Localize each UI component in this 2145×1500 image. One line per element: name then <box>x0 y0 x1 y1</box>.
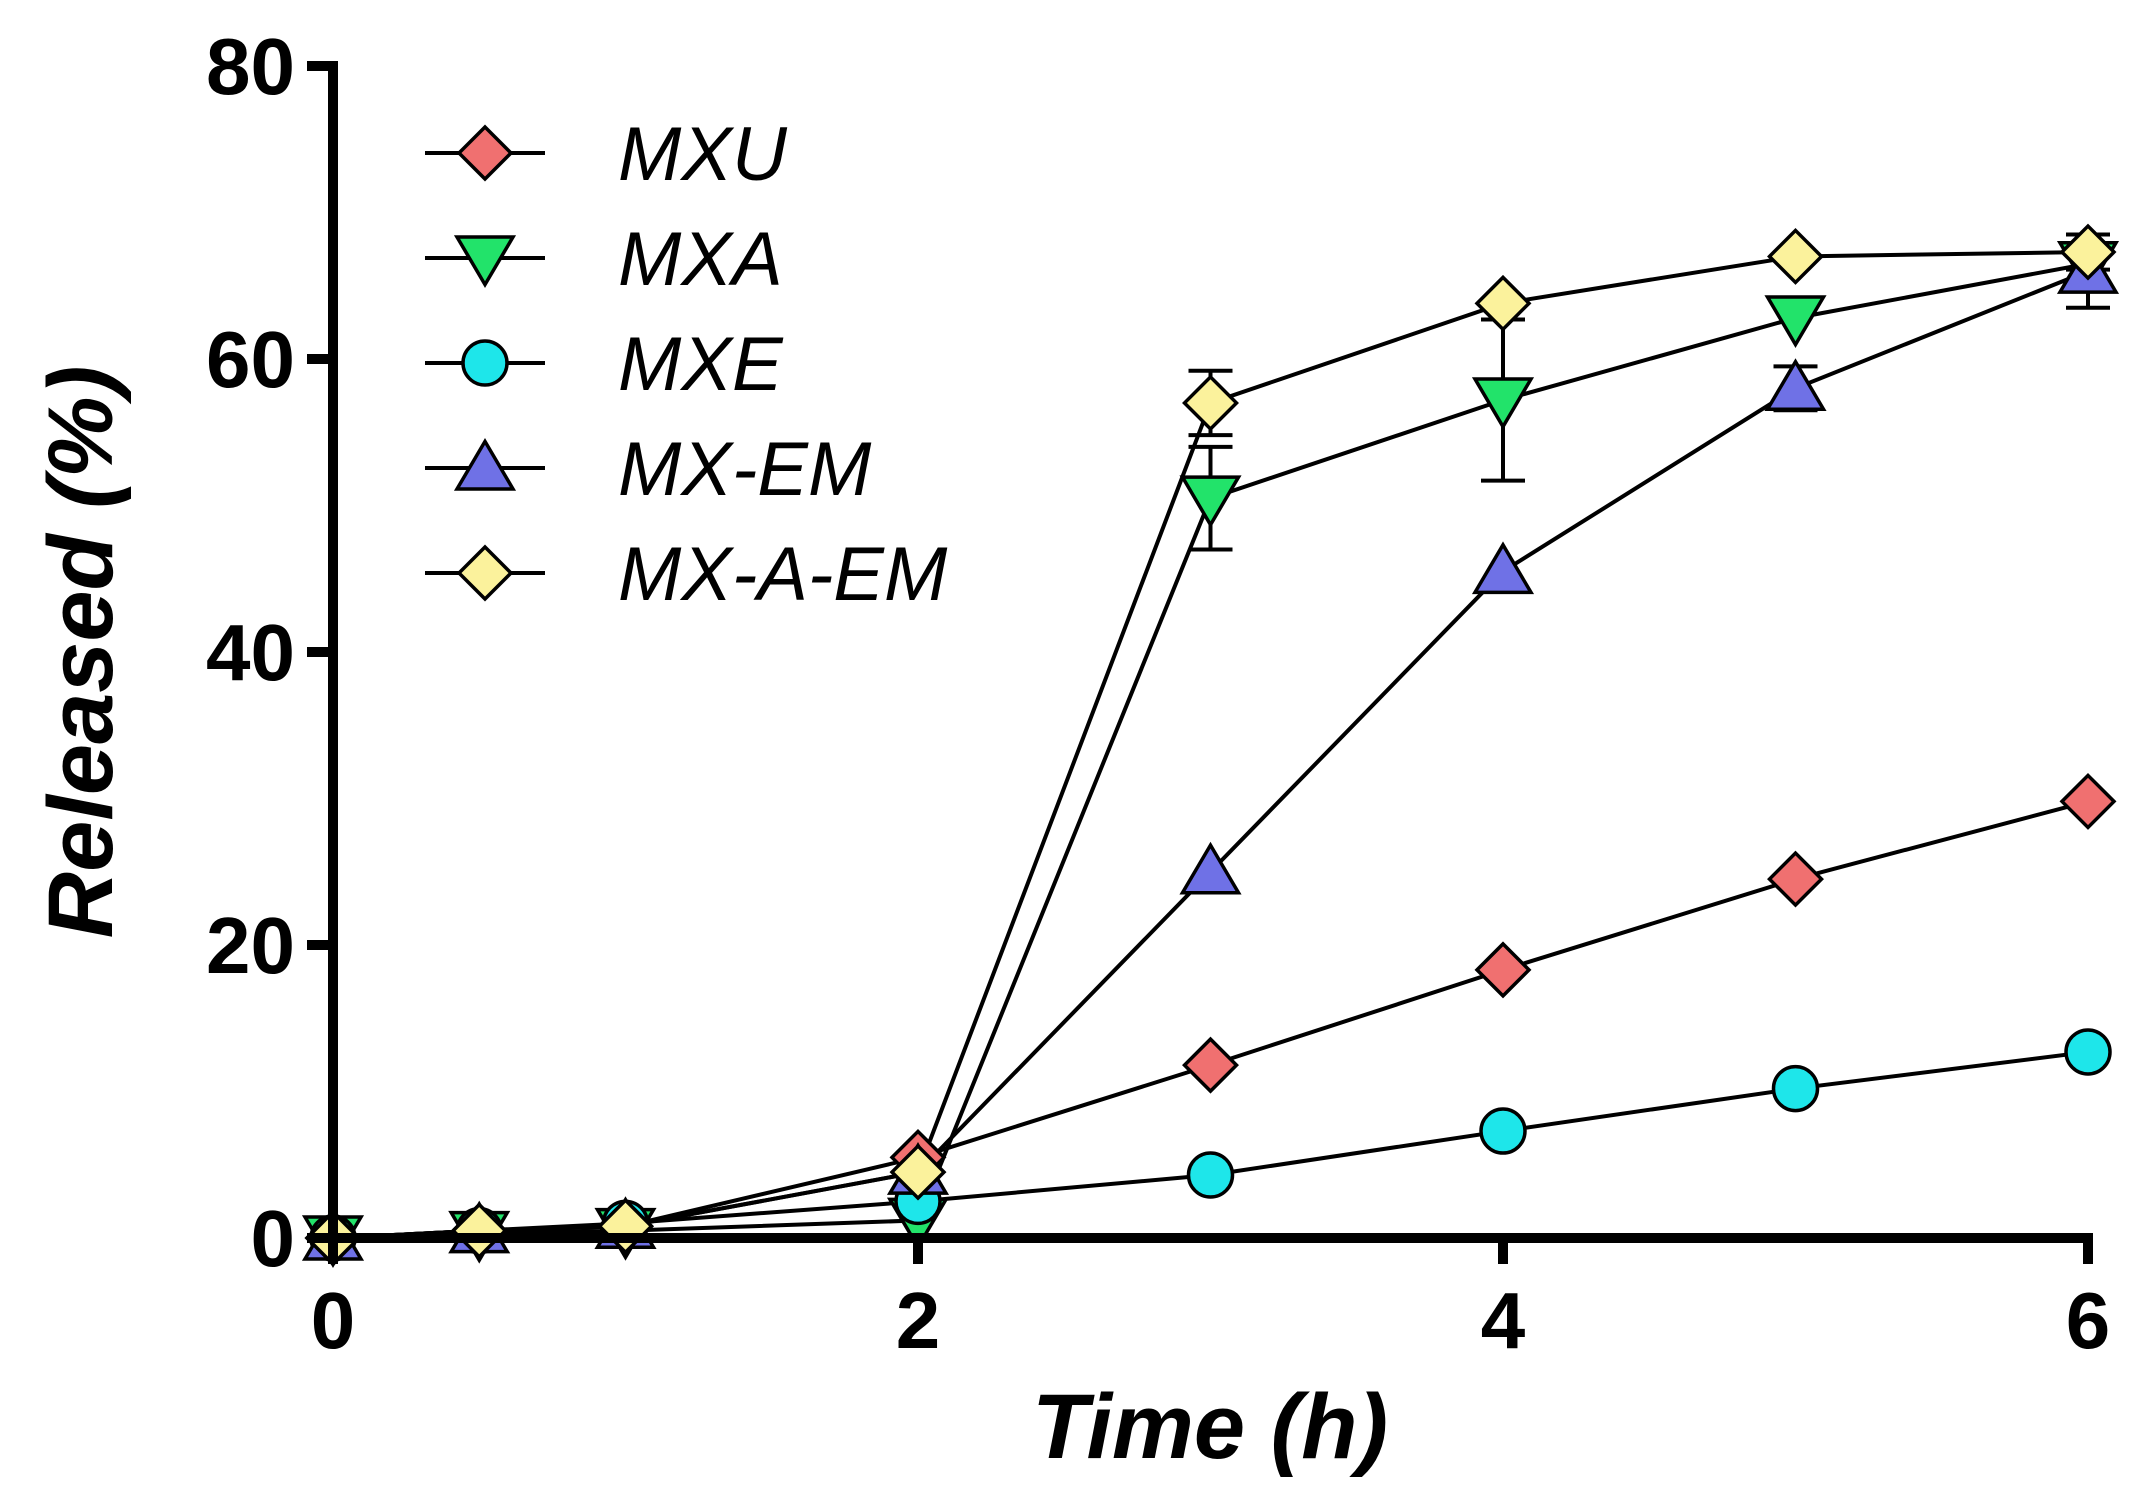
point-mxe-5 <box>1479 1107 1527 1155</box>
legend-label-mxe: MXE <box>618 322 784 407</box>
markers-mx-a-em <box>304 223 2117 1267</box>
x-axis-title: Time (h) <box>1032 1376 1388 1478</box>
legend-item-mxu: MXU <box>425 112 788 197</box>
point-mx-em-4 <box>1179 841 1242 895</box>
y-tick-label-0: 0 <box>251 1194 296 1283</box>
y-tick-label-20: 20 <box>206 901 295 990</box>
x-tick-label-4: 4 <box>1481 1276 1526 1365</box>
point-mx-a-em-5 <box>1474 274 1532 332</box>
axes: 0 20 40 60 80 0 2 4 6 <box>206 22 2110 1365</box>
legend-marker-mxe <box>461 339 509 387</box>
y-tick-label-60: 60 <box>206 315 295 404</box>
point-mx-a-em-6 <box>1767 227 1824 285</box>
series-layer <box>301 223 2120 1269</box>
legend-item-mxa: MXA <box>425 217 783 302</box>
y-tick-label-40: 40 <box>206 608 295 697</box>
point-mxu-5 <box>1474 941 1532 999</box>
point-mxa-4 <box>1179 475 1242 529</box>
series-mx-a-em <box>332 232 2110 1240</box>
point-mx-a-em-4 <box>1182 374 1239 432</box>
x-tick-label-0: 0 <box>311 1276 356 1365</box>
point-mx-em-6 <box>1764 358 1827 412</box>
legend-item-mxe: MXE <box>425 322 784 407</box>
ticks-layer: 0 20 40 60 80 0 2 4 6 <box>206 22 2110 1365</box>
legend-marker-mxa <box>453 235 517 289</box>
legend: MXU MXA MXE MX-EM MX-A-EM <box>425 112 948 617</box>
legend-label-mx-a-em: MX-A-EM <box>618 532 948 617</box>
legend-marker-mx-em <box>453 437 517 491</box>
point-mxu-7 <box>2059 772 2117 830</box>
y-tick-label-80: 80 <box>206 22 295 111</box>
x-tick-label-6: 6 <box>2066 1276 2111 1365</box>
point-mx-a-em-1 <box>450 1202 508 1260</box>
point-mxe-6 <box>1771 1064 1820 1113</box>
point-mxu-4 <box>1182 1036 1239 1094</box>
point-mxa-5 <box>1471 377 1535 431</box>
series-mx-em <box>332 232 2110 1240</box>
legend-label-mxu: MXU <box>618 112 788 197</box>
legend-item-mx-em: MX-EM <box>425 427 872 512</box>
point-mx-a-em-7 <box>2059 223 2117 281</box>
point-mx-a-em-3 <box>889 1143 947 1201</box>
legend-marker-mxu <box>456 124 514 182</box>
point-mx-em-5 <box>1471 541 1535 595</box>
point-mxa-6 <box>1764 295 1827 349</box>
legend-label-mxa: MXA <box>618 217 783 302</box>
y-axis-title: Released (%) <box>30 366 132 939</box>
plot-area <box>301 223 2120 1269</box>
point-mxu-6 <box>1767 850 1824 908</box>
legend-label-mx-em: MX-EM <box>618 427 872 512</box>
point-mxe-7 <box>2064 1028 2112 1076</box>
point-mxe-4 <box>1186 1151 1235 1199</box>
legend-marker-mx-a-em <box>456 544 514 602</box>
legend-item-mx-a-em: MX-A-EM <box>425 532 948 617</box>
x-tick-label-2: 2 <box>896 1276 941 1365</box>
